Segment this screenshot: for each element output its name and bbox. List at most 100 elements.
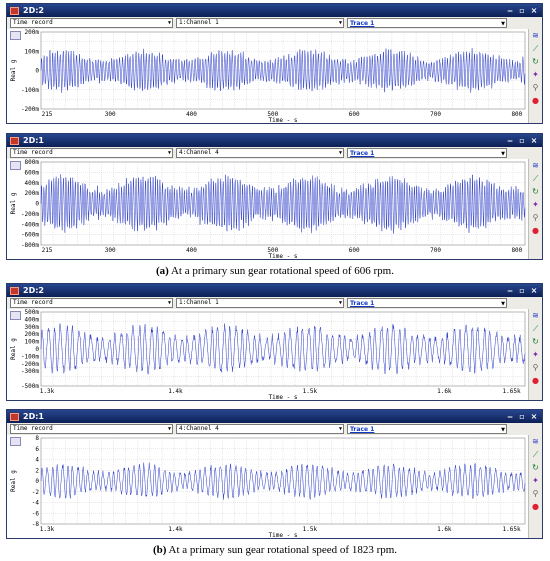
- close-icon[interactable]: ×: [530, 6, 538, 15]
- plot-area: 800m 600m 400m 200m 0 -200m -400m -600m -800m Rea…: [7, 159, 542, 259]
- chevron-down-icon: ▼: [338, 20, 342, 26]
- record-icon[interactable]: ●: [532, 96, 539, 105]
- y-tick-label: 200m: [25, 29, 40, 36]
- x-tick-label: 700: [430, 247, 441, 254]
- record-type-select[interactable]: Time record ▼: [10, 18, 173, 28]
- chevron-down-icon: ▼: [501, 427, 505, 433]
- cursor-icon[interactable]: ✦: [532, 476, 539, 485]
- y-tick-label: -800m: [21, 242, 39, 249]
- waterfall-icon[interactable]: ≋: [532, 161, 539, 170]
- waterfall-icon[interactable]: ≋: [532, 311, 539, 320]
- maximize-icon[interactable]: ▫: [519, 6, 525, 15]
- window-title: 2D:2: [23, 6, 44, 15]
- channel-select[interactable]: 4:Channel 4 ▼: [176, 424, 344, 434]
- y-tick-label: -400m: [21, 221, 39, 228]
- record-type-select[interactable]: Time record ▼: [10, 424, 173, 434]
- x-tick-label: 1.4k: [168, 526, 183, 533]
- waterfall-icon[interactable]: ≋: [532, 31, 539, 40]
- title-bar[interactable]: 2D:2 ‒ ▫ ×: [7, 284, 542, 297]
- record-icon[interactable]: ●: [532, 376, 539, 385]
- close-icon[interactable]: ×: [530, 136, 538, 145]
- zoom-icon[interactable]: ⚲: [532, 83, 539, 92]
- side-toolbar: ≋ ⟋ ↻ ✦ ⚲ ●: [528, 435, 542, 538]
- maximize-icon[interactable]: ▫: [519, 136, 525, 145]
- signal-plot[interactable]: 200m 100m 0 -100m -200m Real g 215 300 400 500 600…: [7, 29, 529, 123]
- y-tick-label: 0: [35, 478, 39, 485]
- trace-select[interactable]: Trace 1 ▼: [347, 298, 507, 308]
- record-type-select[interactable]: Time record ▼: [10, 298, 173, 308]
- channel-select[interactable]: 1:Channel 1 ▼: [176, 298, 344, 308]
- title-bar[interactable]: 2D:2 ‒ ▫ ×: [7, 4, 542, 17]
- chevron-down-icon: ▼: [167, 426, 171, 432]
- minimize-icon[interactable]: ‒: [507, 412, 513, 421]
- x-tick-label: 500: [267, 111, 278, 118]
- x-tick-label: 1.6k: [437, 388, 452, 395]
- side-toolbar: ≋ ⟋ ↻ ✦ ⚲ ●: [528, 159, 542, 259]
- refresh-icon[interactable]: ↻: [532, 187, 539, 196]
- chart-type-icon[interactable]: [10, 437, 21, 446]
- side-toolbar: ≋ ⟋ ↻ ✦ ⚲ ●: [528, 29, 542, 123]
- refresh-icon[interactable]: ↻: [532, 463, 539, 472]
- refresh-icon[interactable]: ↻: [532, 337, 539, 346]
- line-chart-icon[interactable]: ⟋: [532, 324, 539, 333]
- title-bar[interactable]: 2D:1 ‒ ▫ ×: [7, 410, 542, 423]
- trace-select[interactable]: Trace 1 ▼: [347, 18, 507, 28]
- x-tick-label: 1.5k: [303, 388, 318, 395]
- y-tick-label: 400m: [25, 180, 40, 187]
- plot-area: 8 6 4 2 0 -2 -4 -6 -8 Real g 1.3k 1.4k 1.5k 1.6k 1.65k…: [7, 435, 542, 538]
- cursor-icon[interactable]: ✦: [532, 70, 539, 79]
- chart-type-icon[interactable]: [10, 31, 21, 40]
- x-tick-label: 800: [511, 247, 522, 254]
- close-icon[interactable]: ×: [530, 286, 538, 295]
- toolbar: Time record ▼ 1:Channel 1 ▼ Trace 1 ▼: [7, 17, 542, 29]
- zoom-icon[interactable]: ⚲: [532, 363, 539, 372]
- cursor-icon[interactable]: ✦: [532, 350, 539, 359]
- zoom-icon[interactable]: ⚲: [532, 489, 539, 498]
- maximize-icon[interactable]: ▫: [519, 286, 525, 295]
- signal-plot[interactable]: 8 6 4 2 0 -2 -4 -6 -8 Real g 1.3k 1.4k 1.5k 1.6k 1.65k…: [7, 435, 529, 538]
- y-tick-label: 2: [35, 467, 39, 474]
- x-tick-label: 1.65k: [503, 388, 521, 395]
- line-chart-icon[interactable]: ⟋: [532, 174, 539, 183]
- x-tick-label: 1.6k: [437, 526, 452, 533]
- title-bar[interactable]: 2D:1 ‒ ▫ ×: [7, 134, 542, 147]
- trace-select[interactable]: Trace 1 ▼: [347, 148, 507, 158]
- trace-select[interactable]: Trace 1 ▼: [347, 424, 507, 434]
- line-chart-icon[interactable]: ⟋: [532, 450, 539, 459]
- chart-type-icon[interactable]: [10, 161, 21, 170]
- signal-plot[interactable]: 800m 600m 400m 200m 0 -200m -400m -600m -800m Rea…: [7, 159, 529, 259]
- channel-select[interactable]: 4:Channel 4 ▼: [176, 148, 344, 158]
- x-tick-label: 1.4k: [168, 388, 183, 395]
- close-icon[interactable]: ×: [530, 412, 538, 421]
- y-axis-label: Real g: [10, 338, 17, 360]
- record-icon[interactable]: ●: [532, 502, 539, 511]
- cursor-icon[interactable]: ✦: [532, 200, 539, 209]
- zoom-icon[interactable]: ⚲: [532, 213, 539, 222]
- minimize-icon[interactable]: ‒: [507, 286, 513, 295]
- plot-window-a1: 2D:2 ‒ ▫ × Time record ▼ 1:Channel 1 ▼ Tra…: [6, 3, 543, 124]
- signal-trace: [40, 462, 526, 500]
- channel-select[interactable]: 1:Channel 1 ▼: [176, 18, 344, 28]
- record-icon[interactable]: ●: [532, 226, 539, 235]
- plot-area: 500m 400m 300m 200m 100m 0 -100m -200m -300m -500…: [7, 309, 542, 400]
- x-tick-label: 1.5k: [303, 526, 318, 533]
- y-tick-label: 200m: [25, 190, 40, 197]
- y-tick-label: 300m: [25, 324, 40, 331]
- record-type-select[interactable]: Time record ▼: [10, 148, 173, 158]
- y-tick-label: 0: [35, 346, 39, 353]
- side-toolbar: ≋ ⟋ ↻ ✦ ⚲ ●: [528, 309, 542, 400]
- maximize-icon[interactable]: ▫: [519, 412, 525, 421]
- chart-type-icon[interactable]: [10, 311, 21, 320]
- refresh-icon[interactable]: ↻: [532, 57, 539, 66]
- y-tick-label: 6: [35, 446, 39, 453]
- minimize-icon[interactable]: ‒: [507, 136, 513, 145]
- minimize-icon[interactable]: ‒: [507, 6, 513, 15]
- y-tick-label: 200m: [25, 331, 40, 338]
- waterfall-icon[interactable]: ≋: [532, 437, 539, 446]
- x-tick-label: 1.65k: [503, 526, 521, 533]
- window-title: 2D:1: [23, 412, 44, 421]
- x-axis-label: Time - s: [269, 253, 298, 259]
- line-chart-icon[interactable]: ⟋: [532, 44, 539, 53]
- x-tick-label: 215: [42, 247, 53, 254]
